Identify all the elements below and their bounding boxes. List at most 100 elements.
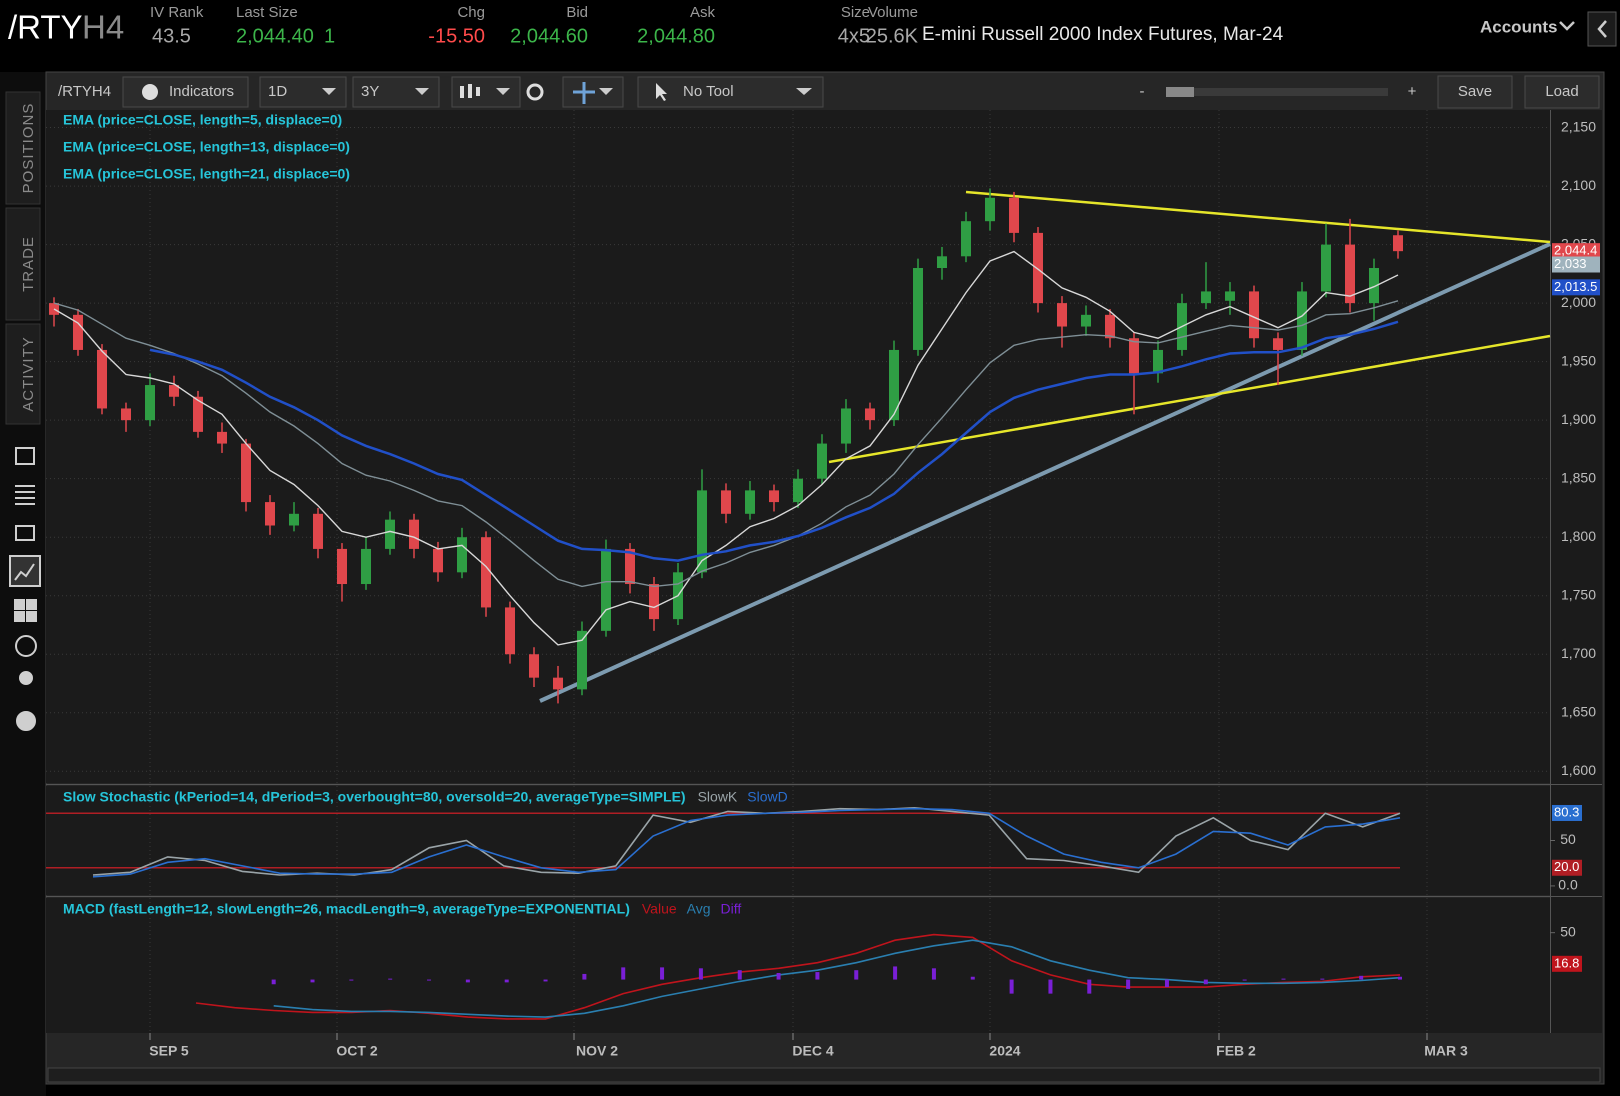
price-pane [46,110,1550,783]
gear-icon [142,84,158,100]
plot [49,188,1403,1020]
study-label: Slow Stochastic (kPeriod=14, dPeriod=3, … [63,789,686,805]
study-label: EMA (price=CLOSE, length=13, displace=0) [63,139,350,155]
ema-line [53,250,1399,646]
indicator-line [92,807,1401,878]
candle-body [937,256,947,269]
date-label: MAR 3 [1424,1043,1468,1059]
value-tag-label: 16.8 [1554,955,1579,970]
trendline[interactable] [539,242,1551,703]
icon[interactable] [15,635,37,657]
diff-bar [931,968,936,980]
value-tag [1552,955,1582,972]
diff-bar [815,972,820,980]
candle-body [625,548,635,585]
diff-bar [388,978,393,980]
dropdown-arrow [599,88,613,95]
candle-body [145,385,155,421]
sidebar-icons[interactable] [9,447,41,731]
load-label: Load [1545,83,1578,100]
zoom-out[interactable]: - [1140,83,1145,100]
field-value: 2,044.40 [236,25,314,47]
diff-bar [1048,979,1053,994]
trendline[interactable] [965,190,1551,244]
diff-bar [1126,979,1131,989]
icon[interactable] [19,671,33,685]
candle-body [49,303,59,315]
icon[interactable] [16,711,36,731]
candle-body [1057,303,1067,327]
zoom-slider[interactable] [1166,88,1388,96]
field-label: Ask [690,4,716,21]
trendlines [539,190,1551,703]
diff-bar [1242,979,1247,981]
cursor-icon [656,83,667,101]
price-tick-label: 1,700 [1561,645,1596,661]
candle-body [169,385,179,397]
scrollbar[interactable] [47,1067,1601,1083]
tab-label: TRADE [20,236,37,292]
icon[interactable] [26,599,37,610]
accounts-button[interactable]: Accounts [1480,17,1557,36]
settings-icon[interactable] [526,83,544,101]
trendline[interactable] [828,334,1551,464]
candle-body [1321,244,1331,292]
tool-dropdown[interactable] [637,76,824,108]
zoom-in[interactable]: + [1408,83,1417,100]
activity-tab[interactable] [5,323,41,425]
legend-entry: SlowK [698,789,738,805]
icon[interactable] [15,525,35,541]
candle-body [577,630,587,690]
candle-body [73,314,83,350]
chart-type-dropdown[interactable] [451,76,521,108]
dropdown-arrow [415,88,429,95]
study-label: MACD (fastLength=12, slowLength=26, macd… [63,901,630,917]
trade-tab[interactable] [5,207,41,321]
candle-body [1249,291,1259,339]
stochastic-pane [46,786,1550,895]
price-tag-label: 2,033 [1554,256,1587,271]
candle-body [265,502,275,526]
diff-bar [465,979,470,983]
save-label: Save [1458,83,1492,100]
diff-bar [737,970,742,980]
diff-bar [504,979,509,983]
positions-tab[interactable] [5,91,41,205]
save-button[interactable] [1437,75,1513,109]
accounts-arrow[interactable] [1559,21,1575,31]
candle-body [745,490,755,514]
field-label: IV Rank [150,4,204,21]
diff-bar [1359,975,1364,980]
candle-body [1033,232,1043,304]
icon[interactable] [26,611,37,622]
field-value: 43.5 [152,25,191,47]
diff-bar [776,973,781,980]
diff-bar [349,979,354,981]
icon[interactable] [15,485,35,505]
study-label: EMA (price=CLOSE, length=5, displace=0) [63,112,342,128]
legend-entry: Value [642,901,677,917]
study-label: EMA (price=CLOSE, length=21, displace=0) [63,166,350,182]
icon[interactable] [14,611,25,622]
candle-body [505,607,515,655]
candle-body [409,519,419,549]
value-tag-label: 80.3 [1554,804,1579,819]
candle-body [961,221,971,257]
icon[interactable] [14,563,35,581]
zoom-thumb[interactable] [1166,87,1194,97]
legend-entry: Diff [721,901,742,917]
candle-body [241,443,251,503]
collapse-button[interactable] [1587,11,1617,47]
price-tag [1552,256,1600,273]
icon[interactable] [9,555,41,587]
diff-bar [543,979,548,982]
icon[interactable] [14,599,25,610]
load-button[interactable] [1524,75,1600,109]
diff-bar [1203,979,1208,985]
candle-body [913,268,923,350]
icon[interactable] [15,447,35,465]
y-tick-label: 50 [1560,831,1576,847]
drawing-icon [573,82,595,104]
price-tick-label: 1,600 [1561,762,1596,778]
price-tick-label: 1,750 [1561,586,1596,602]
